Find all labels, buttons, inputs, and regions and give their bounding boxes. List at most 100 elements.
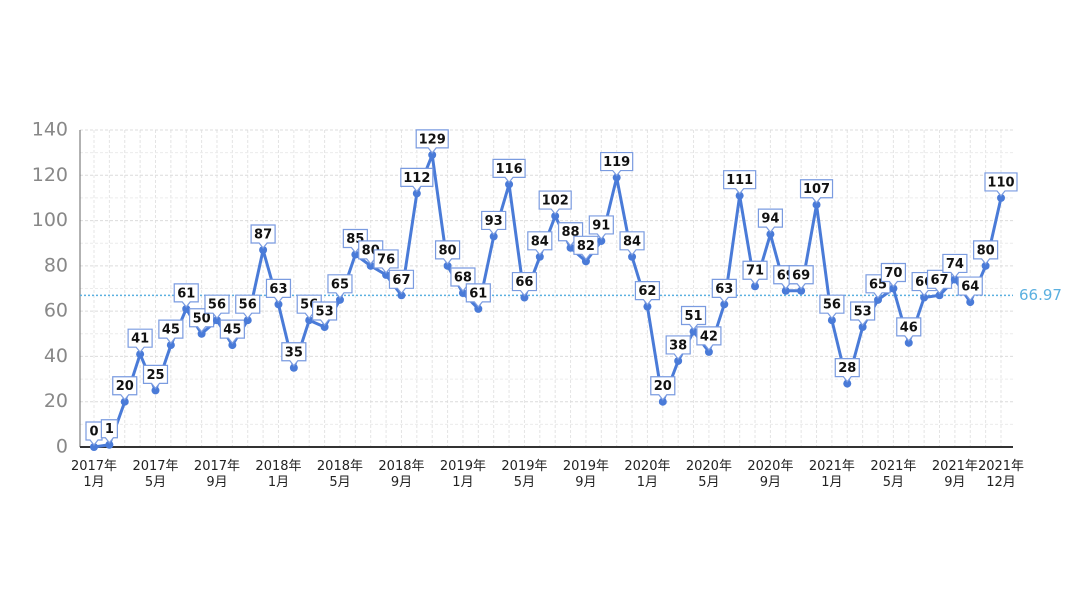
value-label-box	[415, 129, 449, 154]
x-tick-label: 2018年 5月	[316, 459, 363, 490]
x-tick-label: 2021年 12月	[977, 459, 1025, 490]
value-label: 80	[439, 243, 457, 258]
point	[259, 246, 268, 255]
x-tick-label: 2020年 9月	[747, 459, 794, 490]
point	[551, 212, 560, 221]
value-label: 67	[392, 273, 410, 288]
value-label-box	[650, 376, 676, 401]
y-tick-label: 100	[32, 209, 68, 231]
point	[535, 252, 544, 261]
value-label: 82	[577, 239, 595, 254]
value-label: 69	[792, 268, 810, 283]
point	[520, 293, 529, 302]
point	[628, 252, 637, 261]
point	[105, 440, 114, 449]
value-label: 35	[285, 345, 303, 360]
value-label-box	[942, 253, 968, 279]
value-label-box	[665, 335, 691, 360]
value-label: 71	[746, 264, 764, 279]
value-label: 25	[146, 368, 164, 383]
value-label-box	[634, 281, 661, 306]
value-label-box	[400, 167, 434, 193]
point	[920, 293, 929, 302]
value-label-box	[327, 274, 353, 299]
value-label: 42	[700, 329, 718, 344]
value-label-box	[896, 317, 922, 342]
point	[458, 289, 467, 298]
point	[366, 261, 375, 270]
value-label-box	[788, 265, 814, 290]
value-label: 62	[638, 284, 656, 299]
y-tick-label: 0	[56, 436, 68, 458]
value-label: 68	[454, 271, 472, 286]
point	[228, 341, 237, 350]
value-label-box	[204, 294, 230, 320]
point	[320, 322, 329, 331]
point	[305, 316, 314, 325]
average-label: 66.97	[1019, 286, 1062, 304]
point	[274, 300, 283, 309]
value-label-box	[984, 172, 1018, 197]
y-tick-label: 140	[32, 119, 68, 141]
x-tick-label: 2021年 9月	[931, 459, 978, 490]
point	[243, 316, 252, 325]
value-label-box	[235, 294, 261, 320]
value-label-box	[538, 190, 572, 216]
point	[674, 356, 683, 365]
point	[889, 284, 898, 293]
value-label-box	[696, 326, 722, 351]
point	[751, 282, 760, 291]
value-label: 91	[592, 218, 610, 233]
value-label-box	[112, 376, 138, 401]
x-tick-label: 2021年 1月	[808, 459, 855, 490]
value-label-box	[619, 231, 645, 256]
value-label: 80	[977, 243, 995, 258]
point	[843, 379, 852, 388]
value-label-box	[481, 210, 507, 236]
value-label-box	[465, 283, 491, 308]
value-label: 51	[684, 309, 702, 324]
y-tick-label: 20	[44, 390, 68, 412]
point	[397, 291, 406, 300]
value-label-box	[880, 262, 906, 288]
value-label: 112	[403, 171, 430, 186]
value-label: 70	[884, 266, 902, 281]
point	[489, 232, 498, 241]
value-label: 84	[623, 234, 641, 249]
point	[182, 304, 191, 313]
value-label-box	[723, 170, 757, 195]
value-label-box	[219, 319, 245, 345]
x-tick-label: 2019年 1月	[439, 459, 486, 490]
point	[735, 191, 744, 200]
point	[136, 350, 145, 359]
value-label-box	[373, 249, 399, 274]
x-tick-label: 2017年 1月	[70, 459, 118, 490]
value-label: 93	[485, 214, 503, 229]
point	[212, 316, 221, 325]
value-label: 84	[531, 234, 549, 249]
value-label: 76	[377, 252, 395, 267]
point	[704, 347, 713, 356]
value-label: 20	[116, 379, 134, 394]
value-label: 74	[946, 257, 964, 272]
value-label-box	[834, 358, 860, 383]
point	[597, 236, 606, 245]
value-label-box	[600, 151, 634, 177]
point	[981, 261, 990, 270]
point	[658, 397, 667, 406]
x-tick-label: 2018年 1月	[255, 459, 302, 490]
value-label: 56	[239, 298, 257, 313]
point	[581, 257, 590, 266]
value-label: 64	[961, 280, 979, 295]
x-tick-label: 2017年 9月	[193, 459, 241, 490]
value-label: 53	[316, 304, 334, 319]
value-label-box	[100, 419, 118, 444]
point	[151, 386, 160, 395]
point	[566, 243, 575, 252]
value-label: 45	[223, 323, 241, 338]
value-label-box	[311, 301, 338, 326]
y-tick-label: 120	[32, 164, 68, 186]
x-tick-label: 2020年 1月	[624, 459, 671, 490]
value-label: 53	[854, 304, 872, 319]
